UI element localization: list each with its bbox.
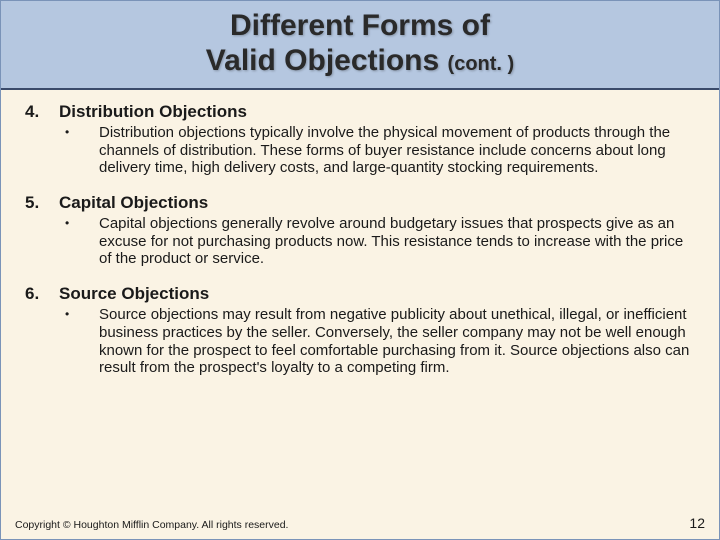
item-number: 4. xyxy=(25,102,59,122)
item-body: Source objections may result from negati… xyxy=(99,306,695,377)
item-number: 6. xyxy=(25,284,59,304)
footer: Copyright © Houghton Mifflin Company. Al… xyxy=(15,515,705,531)
item-heading: Distribution Objections xyxy=(59,102,247,122)
item-number: 5. xyxy=(25,193,59,213)
bullet-icon: • xyxy=(59,306,99,323)
item-heading: Source Objections xyxy=(59,284,209,304)
item-body: Capital objections generally revolve aro… xyxy=(99,215,695,268)
content-area: 4. Distribution Objections • Distributio… xyxy=(1,90,719,539)
item-body-row: • Distribution objections typically invo… xyxy=(25,124,695,177)
title-cont: (cont. ) xyxy=(448,53,515,75)
item-heading: Capital Objections xyxy=(59,193,208,213)
title-line1: Different Forms of xyxy=(230,9,490,42)
item-body-row: • Source objections may result from nega… xyxy=(25,306,695,377)
list-item: 4. Distribution Objections • Distributio… xyxy=(25,102,695,177)
list-item: 5. Capital Objections • Capital objectio… xyxy=(25,193,695,268)
item-body-row: • Capital objections generally revolve a… xyxy=(25,215,695,268)
bullet-icon: • xyxy=(59,215,99,232)
item-heading-row: 5. Capital Objections xyxy=(25,193,695,213)
title-line2-main: Valid Objections xyxy=(206,44,439,77)
bullet-icon: • xyxy=(59,124,99,141)
title-band: Different Forms of Valid Objections (con… xyxy=(1,1,719,90)
page-number: 12 xyxy=(689,515,705,531)
item-body: Distribution objections typically involv… xyxy=(99,124,695,177)
list-item: 6. Source Objections • Source objections… xyxy=(25,284,695,377)
item-heading-row: 4. Distribution Objections xyxy=(25,102,695,122)
slide: Different Forms of Valid Objections (con… xyxy=(0,0,720,540)
copyright-text: Copyright © Houghton Mifflin Company. Al… xyxy=(15,519,288,531)
slide-title: Different Forms of Valid Objections (con… xyxy=(1,9,719,78)
item-heading-row: 6. Source Objections xyxy=(25,284,695,304)
